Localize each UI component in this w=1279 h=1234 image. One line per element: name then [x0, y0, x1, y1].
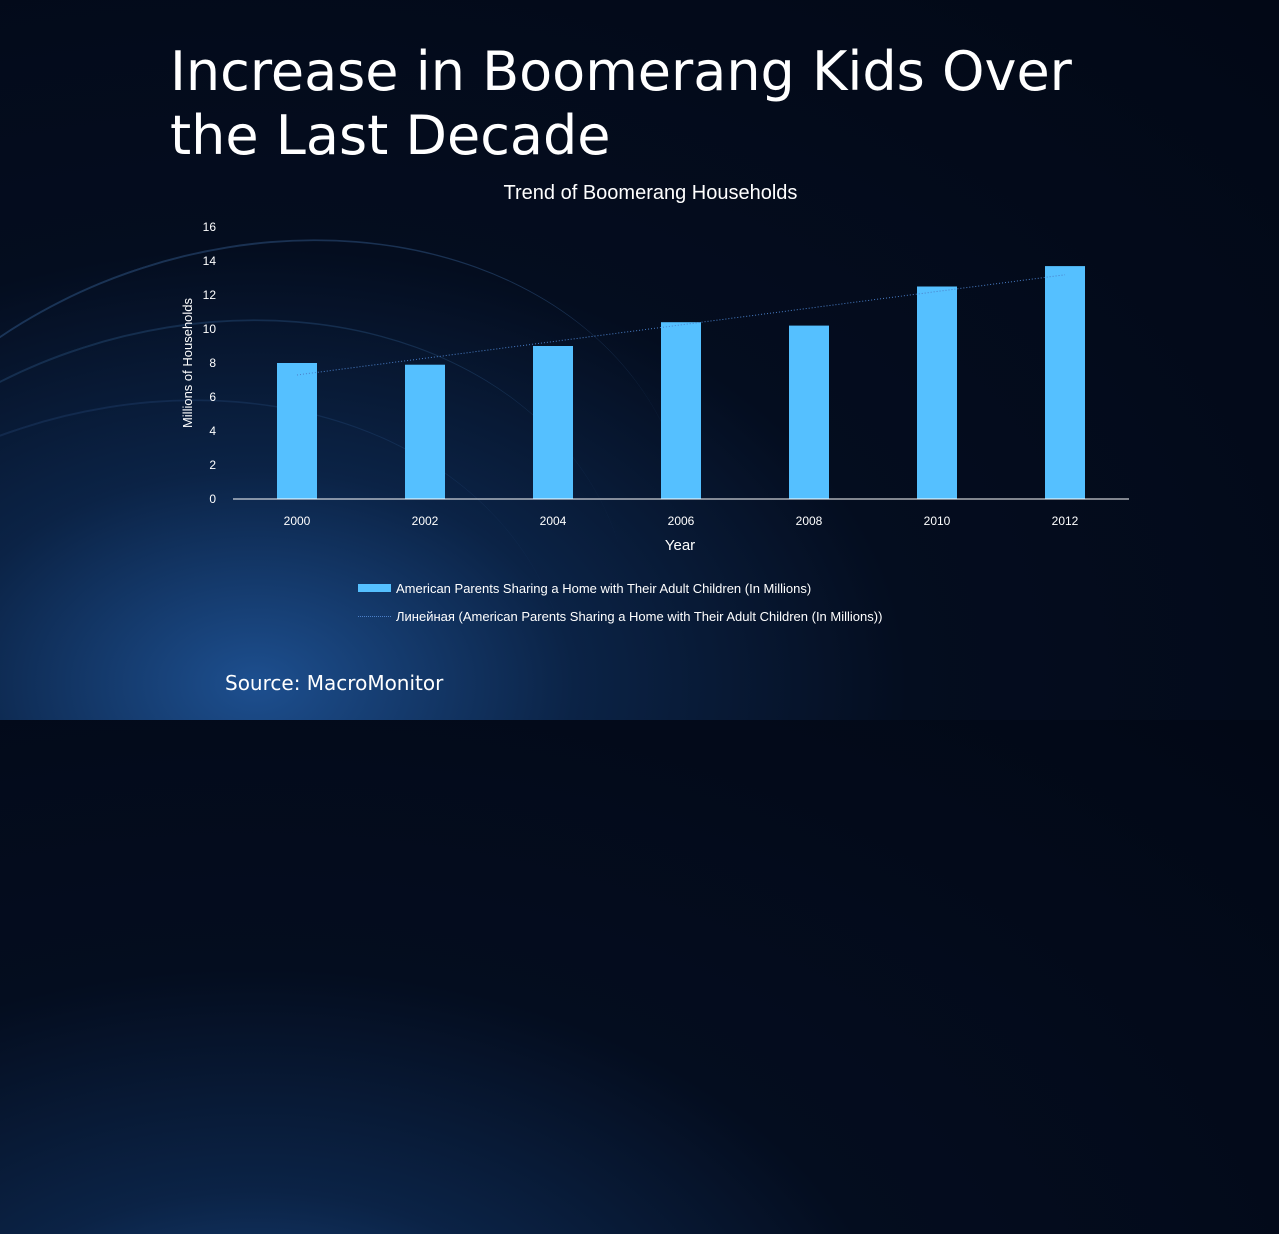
y-tick-label: 2 [209, 458, 216, 472]
y-tick-label: 12 [203, 288, 217, 302]
bar-2002 [405, 364, 445, 499]
bar-2006 [661, 322, 701, 499]
legend-label-series: American Parents Sharing a Home with The… [396, 580, 812, 596]
y-tick-label: 0 [209, 492, 216, 506]
x-tick-label: 2006 [668, 514, 695, 528]
legend-swatch-bar [358, 584, 391, 592]
bar-2012 [1045, 266, 1085, 499]
chart-legend: American Parents Sharing a Home with The… [358, 574, 882, 630]
y-axis-label: Millions of Households [180, 297, 195, 428]
x-tick-label: 2008 [796, 514, 823, 528]
legend-label-trendline: Линейная (American Parents Sharing a Hom… [396, 608, 883, 624]
trendline [296, 274, 1066, 376]
bar-2010 [917, 286, 957, 499]
x-tick-label: 2002 [412, 514, 439, 528]
y-tick-label: 10 [203, 322, 217, 336]
legend-item-trendline: Линейная (American Parents Sharing a Hom… [358, 602, 882, 630]
source-note: Source: MacroMonitor [225, 671, 444, 695]
bar-2000 [277, 363, 317, 499]
bar-2008 [789, 325, 829, 499]
bar-2004 [533, 346, 573, 499]
legend-item-series: American Parents Sharing a Home with The… [358, 574, 882, 602]
x-axis-label: Year [665, 537, 695, 554]
x-tick-label: 2004 [540, 514, 567, 528]
x-tick-label: 2000 [284, 514, 311, 528]
y-tick-label: 14 [203, 254, 217, 268]
x-tick-label: 2012 [1052, 514, 1079, 528]
y-tick-label: 8 [209, 356, 216, 370]
bar-chart: 0 2 4 6 8 10 12 14 16 2000 2002 2004 2006 2008 2010 20… [180, 220, 1085, 554]
x-tick-label: 2010 [924, 514, 951, 528]
y-tick-label: 16 [203, 220, 217, 234]
y-tick-label: 6 [209, 390, 216, 404]
legend-swatch-trendline [358, 615, 391, 617]
slide-title: Increase in Boomerang Kids Over the Last… [170, 40, 1072, 167]
chart-title: Trend of Boomerang Households [503, 182, 798, 204]
y-tick-label: 4 [209, 424, 216, 438]
